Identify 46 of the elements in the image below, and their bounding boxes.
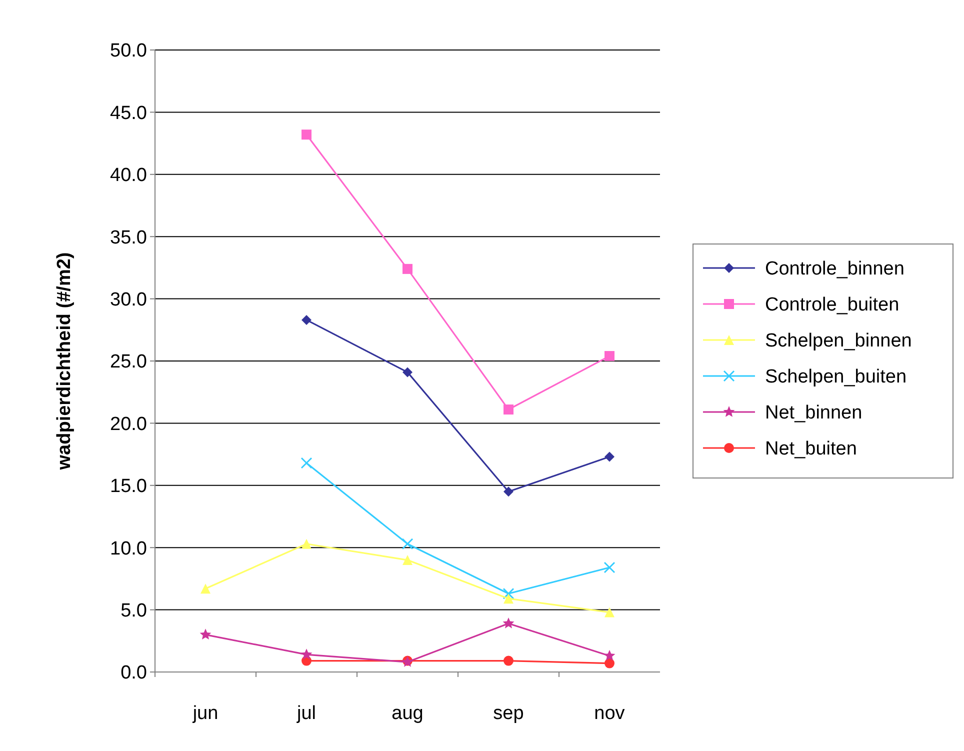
x-tick-label: nov <box>594 703 626 724</box>
legend-label: Schelpen_buiten <box>765 366 907 388</box>
point <box>402 264 412 274</box>
y-tick-label: 35.0 <box>110 227 147 248</box>
x-tick-label: sep <box>493 703 524 724</box>
x-tick-label: jul <box>296 703 316 724</box>
point <box>504 404 514 415</box>
point <box>604 351 614 362</box>
x-tick-label: jun <box>192 703 218 724</box>
y-tick-label: 5.0 <box>120 600 147 622</box>
point <box>604 650 616 661</box>
legend-label: Controle_buiten <box>765 294 900 316</box>
y-tick-label: 25.0 <box>110 352 147 373</box>
y-tick-label: 45.0 <box>110 102 147 124</box>
point <box>402 555 412 566</box>
y-tick-label: 0.0 <box>120 662 147 684</box>
y-axis-title: wadpierdichtheid (#/m2) <box>54 252 75 471</box>
legend-label: Controle_binnen <box>765 258 904 280</box>
legend-label: Net_binnen <box>765 402 862 424</box>
y-tick-label: 40.0 <box>110 165 147 186</box>
y-tick-label: 10.0 <box>110 538 147 560</box>
point <box>604 607 614 618</box>
point <box>300 457 312 469</box>
x-tick-label: aug <box>392 703 424 724</box>
y-tick-label: 20.0 <box>110 414 147 435</box>
point <box>200 628 212 640</box>
point <box>604 452 614 462</box>
point <box>502 617 514 628</box>
legend-label: Schelpen_binnen <box>765 330 912 352</box>
y-tick-label: 50.0 <box>110 40 147 62</box>
y-tick-label: 15.0 <box>110 476 147 498</box>
point <box>402 538 414 550</box>
point <box>504 656 514 666</box>
point <box>402 367 412 378</box>
point <box>504 486 514 497</box>
point <box>502 588 514 600</box>
point <box>504 594 514 604</box>
point <box>604 658 614 668</box>
point <box>302 314 312 325</box>
point <box>302 130 312 140</box>
point <box>604 562 616 574</box>
point <box>302 538 312 549</box>
y-tick-label: 30.0 <box>110 289 147 310</box>
point <box>300 648 312 660</box>
point <box>200 584 210 594</box>
legend-label: Net_buiten <box>765 438 857 460</box>
